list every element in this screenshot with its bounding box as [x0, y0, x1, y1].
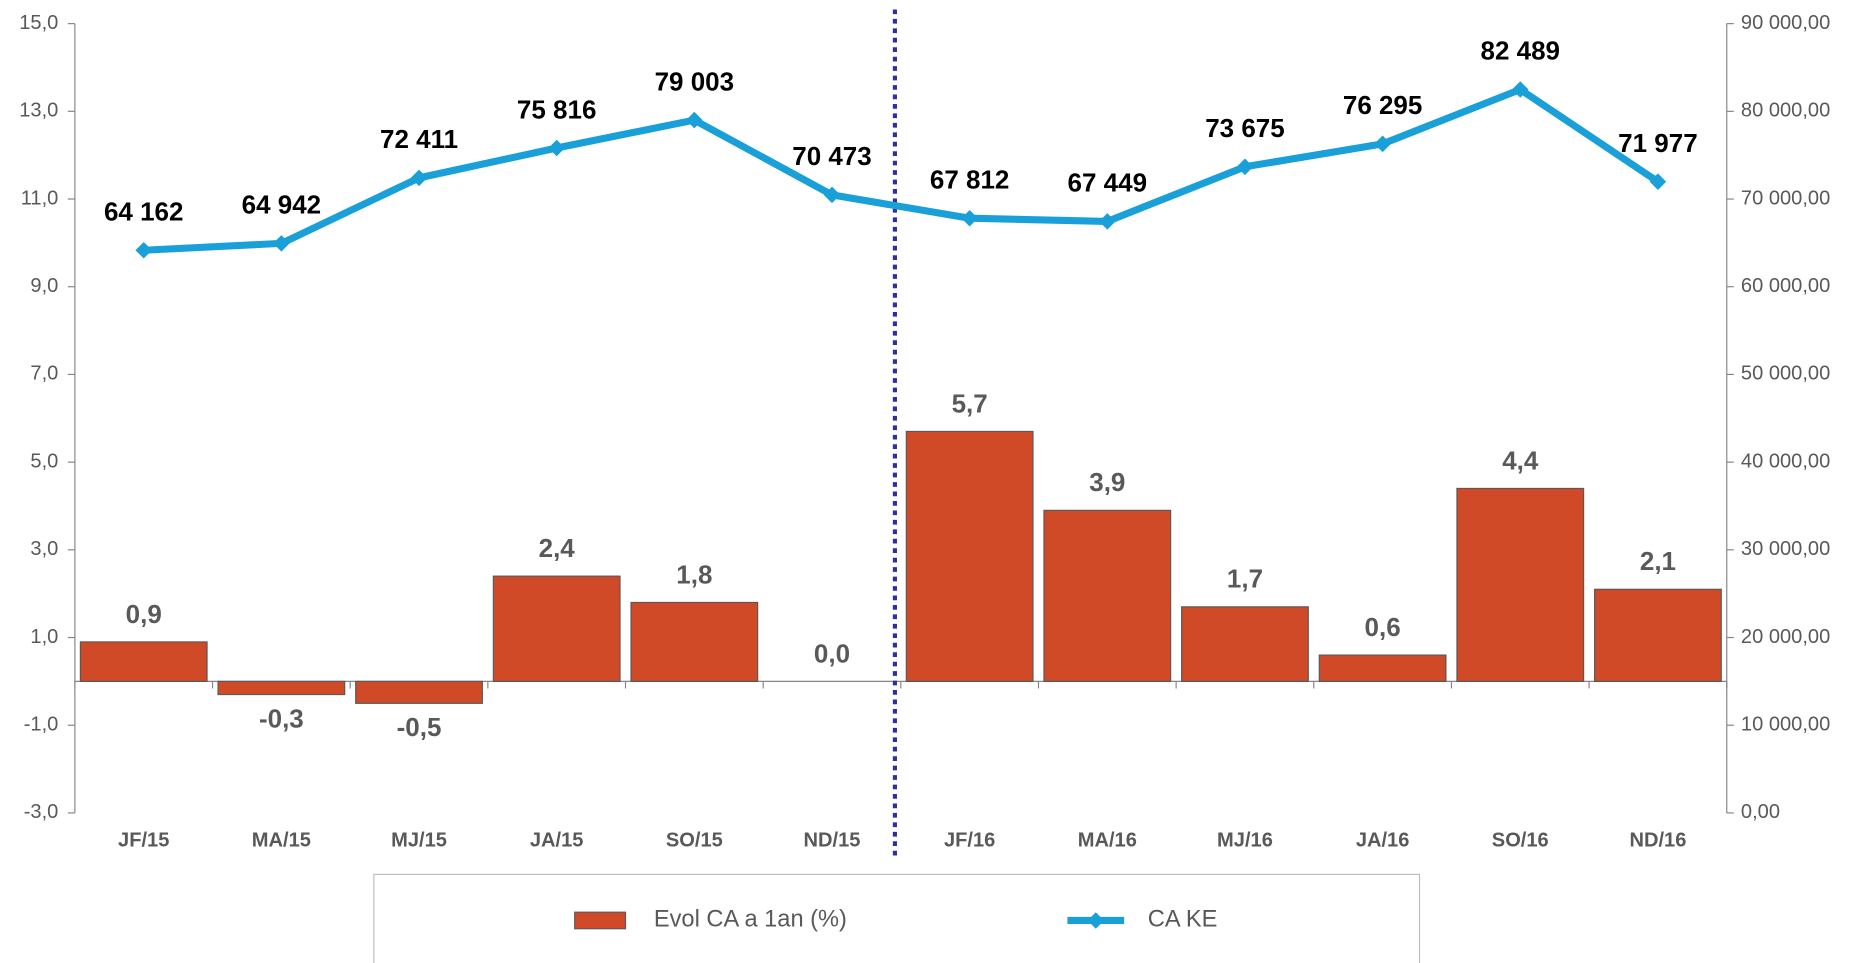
bar [217, 680, 346, 696]
line-value-label: 76 295 [1343, 90, 1422, 120]
bar [1181, 606, 1309, 682]
bar [79, 641, 208, 682]
y-tick-label: 13,0 [19, 100, 58, 122]
bar-value-label: 2,4 [539, 533, 576, 563]
line-marker [686, 111, 703, 129]
y-tick-label: 1,0 [30, 626, 58, 648]
x-tick-label: SO/16 [1492, 830, 1549, 852]
line-value-label: 75 816 [517, 94, 596, 124]
bar-value-label: 0,9 [126, 599, 162, 629]
bar [355, 680, 483, 704]
line-value-label: 67 449 [1068, 168, 1147, 198]
bar-value-label: -0,5 [397, 712, 442, 742]
bar [905, 430, 1034, 682]
bar-value-label: -0,3 [259, 703, 304, 733]
line-value-label: 64 942 [242, 190, 321, 220]
x-tick-label: MJ/15 [391, 830, 447, 852]
bar [1318, 654, 1447, 682]
x-tick-label: JF/16 [944, 830, 995, 852]
x-tick-label: ND/15 [804, 830, 861, 852]
y-tick-label: 5,0 [30, 450, 58, 472]
y2-tick-label: 10 000,00 [1741, 714, 1830, 736]
legend-swatch [574, 911, 627, 930]
y2-tick-label: 50 000,00 [1741, 363, 1830, 385]
y-tick-label: -3,0 [24, 801, 59, 823]
line-value-label: 67 812 [930, 164, 1009, 194]
bar-value-label: 1,7 [1227, 564, 1263, 594]
legend-marker [1087, 912, 1105, 929]
bar [630, 601, 759, 682]
legend-label: CA KE [1148, 907, 1218, 933]
y2-tick-label: 30 000,00 [1741, 538, 1830, 560]
bar [1594, 588, 1722, 682]
line-value-label: 79 003 [655, 66, 734, 96]
y-tick-label: 15,0 [19, 12, 58, 34]
y2-tick-label: 70 000,00 [1741, 187, 1830, 209]
y-tick-label: 7,0 [30, 363, 58, 385]
bar [1043, 509, 1172, 682]
line-marker [961, 209, 978, 227]
y-tick-label: 9,0 [30, 275, 58, 297]
bar [492, 575, 621, 682]
x-tick-label: ND/16 [1629, 830, 1686, 852]
bar-value-label: 1,8 [676, 559, 712, 589]
line-marker [273, 235, 290, 252]
line-value-label: 73 675 [1205, 113, 1284, 143]
line-marker [1099, 213, 1116, 230]
line-marker [135, 241, 152, 259]
x-tick-label: JA/16 [1356, 830, 1410, 852]
line-marker [548, 139, 565, 157]
line-value-label: 64 162 [104, 196, 183, 226]
bar-value-label: 0,0 [814, 638, 850, 668]
legend-label: Evol CA a 1an (%) [654, 907, 847, 933]
x-tick-label: JA/15 [530, 830, 584, 852]
x-tick-label: MA/16 [1078, 830, 1137, 852]
x-tick-label: MA/15 [252, 830, 311, 852]
line-value-label: 82 489 [1481, 36, 1560, 66]
y2-tick-label: 20 000,00 [1741, 626, 1830, 648]
line-marker [1512, 81, 1529, 98]
x-tick-label: MJ/16 [1217, 830, 1273, 852]
line-value-label: 70 473 [792, 141, 871, 171]
bar-value-label: 2,1 [1640, 546, 1676, 576]
x-tick-label: JF/15 [118, 830, 169, 852]
bar-value-label: 5,7 [952, 388, 988, 418]
bar-value-label: 4,4 [1502, 445, 1539, 475]
line-value-label: 72 411 [380, 124, 458, 154]
y-tick-label: 11,0 [21, 187, 59, 209]
y2-tick-label: 40 000,00 [1741, 450, 1830, 472]
y-tick-label: 3,0 [30, 538, 58, 560]
y2-tick-label: 80 000,00 [1741, 100, 1830, 122]
y2-tick-label: 0,00 [1741, 801, 1780, 823]
bar [1456, 487, 1585, 682]
line-marker [1649, 173, 1667, 190]
bar-value-label: 3,9 [1089, 467, 1125, 497]
y-tick-label: -1,0 [24, 714, 59, 736]
legend-box [373, 873, 1421, 963]
y2-tick-label: 90 000,00 [1741, 12, 1830, 34]
y2-tick-label: 60 000,00 [1741, 275, 1830, 297]
line-marker [1236, 158, 1254, 176]
line-value-label: 71 977 [1618, 128, 1697, 158]
bar-value-label: 0,6 [1365, 612, 1401, 642]
x-tick-label: SO/15 [666, 830, 723, 852]
line-marker [823, 186, 841, 204]
line [143, 85, 1660, 254]
